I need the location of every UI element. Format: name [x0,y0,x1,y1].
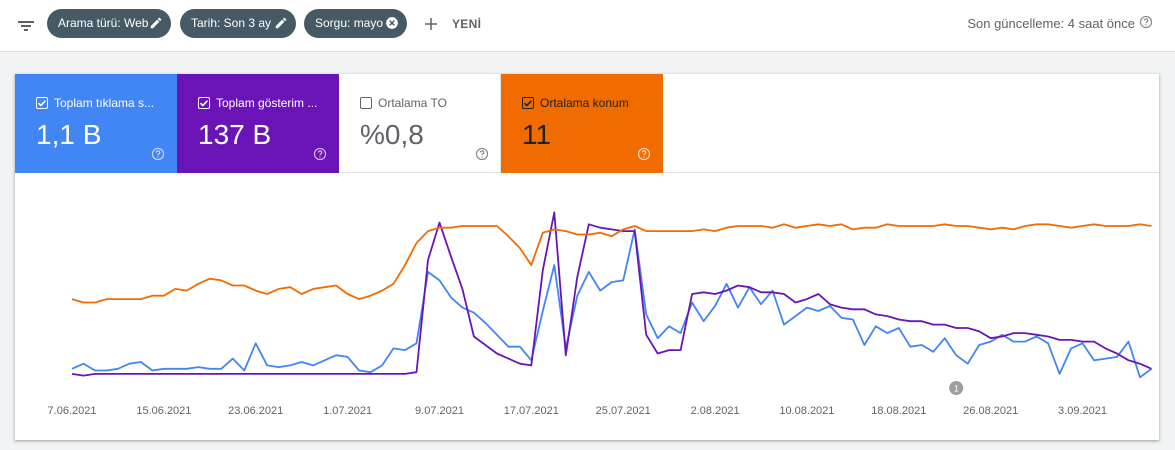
series-line-2 [71,223,1152,304]
metric-value: %0,8 [360,119,424,150]
x-tick-label: 17.07.2021 [504,405,559,417]
edit-icon[interactable] [149,16,163,30]
help-icon[interactable] [151,147,165,161]
edit-icon[interactable] [274,16,288,30]
new-filter-label: YENİ [452,17,482,31]
annotation-marker[interactable] [949,381,964,395]
metric-position[interactable]: Ortalama konum 11 [501,74,663,173]
filter-icon[interactable] [14,14,38,38]
x-tick-label: 1.07.2021 [323,405,372,417]
metric-ctr[interactable]: Ortalama TO %0,8 [339,74,501,173]
help-icon[interactable] [637,147,651,161]
filter-chip-search-type[interactable]: Arama türü: Web [47,9,171,38]
x-tick-label: 9.07.2021 [415,405,464,417]
metric-label: Ortalama konum [540,96,629,110]
metric-value: 11 [522,119,552,150]
x-tick-label: 3.09.2021 [1058,405,1107,417]
x-tick-label: 23.06.2021 [228,405,283,417]
metric-label: Toplam gösterim ... [216,96,318,110]
x-tick-label: 2.08.2021 [691,405,740,417]
metric-label: Ortalama TO [378,96,447,110]
close-circle-icon[interactable] [385,16,399,30]
x-tick-label: 25.07.2021 [596,405,651,417]
toolbar: Arama türü: Web Tarih: Son 3 ay Sorgu: m… [0,0,1175,52]
annotation-label: 1 [954,384,959,394]
checkbox-unchecked[interactable] [360,97,372,109]
x-tick-label: 18.08.2021 [871,405,926,417]
plus-icon [425,18,437,30]
metrics-divider [663,172,1159,173]
performance-chart: 7.06.2021 15.06.2021 23.06.2021 1.07.2021 9.… [48,211,1153,417]
metric-clicks[interactable]: Toplam tıklama s... 1,1 B [15,74,177,173]
filter-chip-date[interactable]: Tarih: Son 3 ay [180,9,296,38]
series-line-0 [71,228,1153,379]
metric-impressions[interactable]: Toplam gösterim ... 137 B [177,74,339,173]
last-updated-text: Son güncelleme: 4 saat önce [967,16,1135,31]
filter-chip-label: Sorgu: mayo [315,16,384,30]
help-icon[interactable] [475,147,489,161]
x-tick-label: 26.08.2021 [963,405,1018,417]
checkbox-checked[interactable] [522,97,534,109]
performance-card: 7.06.2021 15.06.2021 23.06.2021 1.07.2021 9.… [15,74,1159,440]
metric-value: 137 B [198,119,272,150]
metric-value: 1,1 B [36,119,102,150]
help-icon[interactable] [313,147,327,161]
checkbox-checked[interactable] [198,97,210,109]
filter-chip-query[interactable]: Sorgu: mayo [304,9,407,38]
checkbox-checked[interactable] [36,97,48,109]
x-tick-label: 7.06.2021 [48,405,97,417]
x-tick-label: 15.06.2021 [136,405,191,417]
metric-label: Toplam tıklama s... [54,96,155,110]
filter-chip-label: Tarih: Son 3 ay [191,16,272,30]
x-tick-label: 10.08.2021 [779,405,834,417]
filter-chip-label: Arama türü: Web [58,16,149,30]
series-line-1 [71,211,1152,377]
help-icon[interactable] [1139,15,1153,29]
